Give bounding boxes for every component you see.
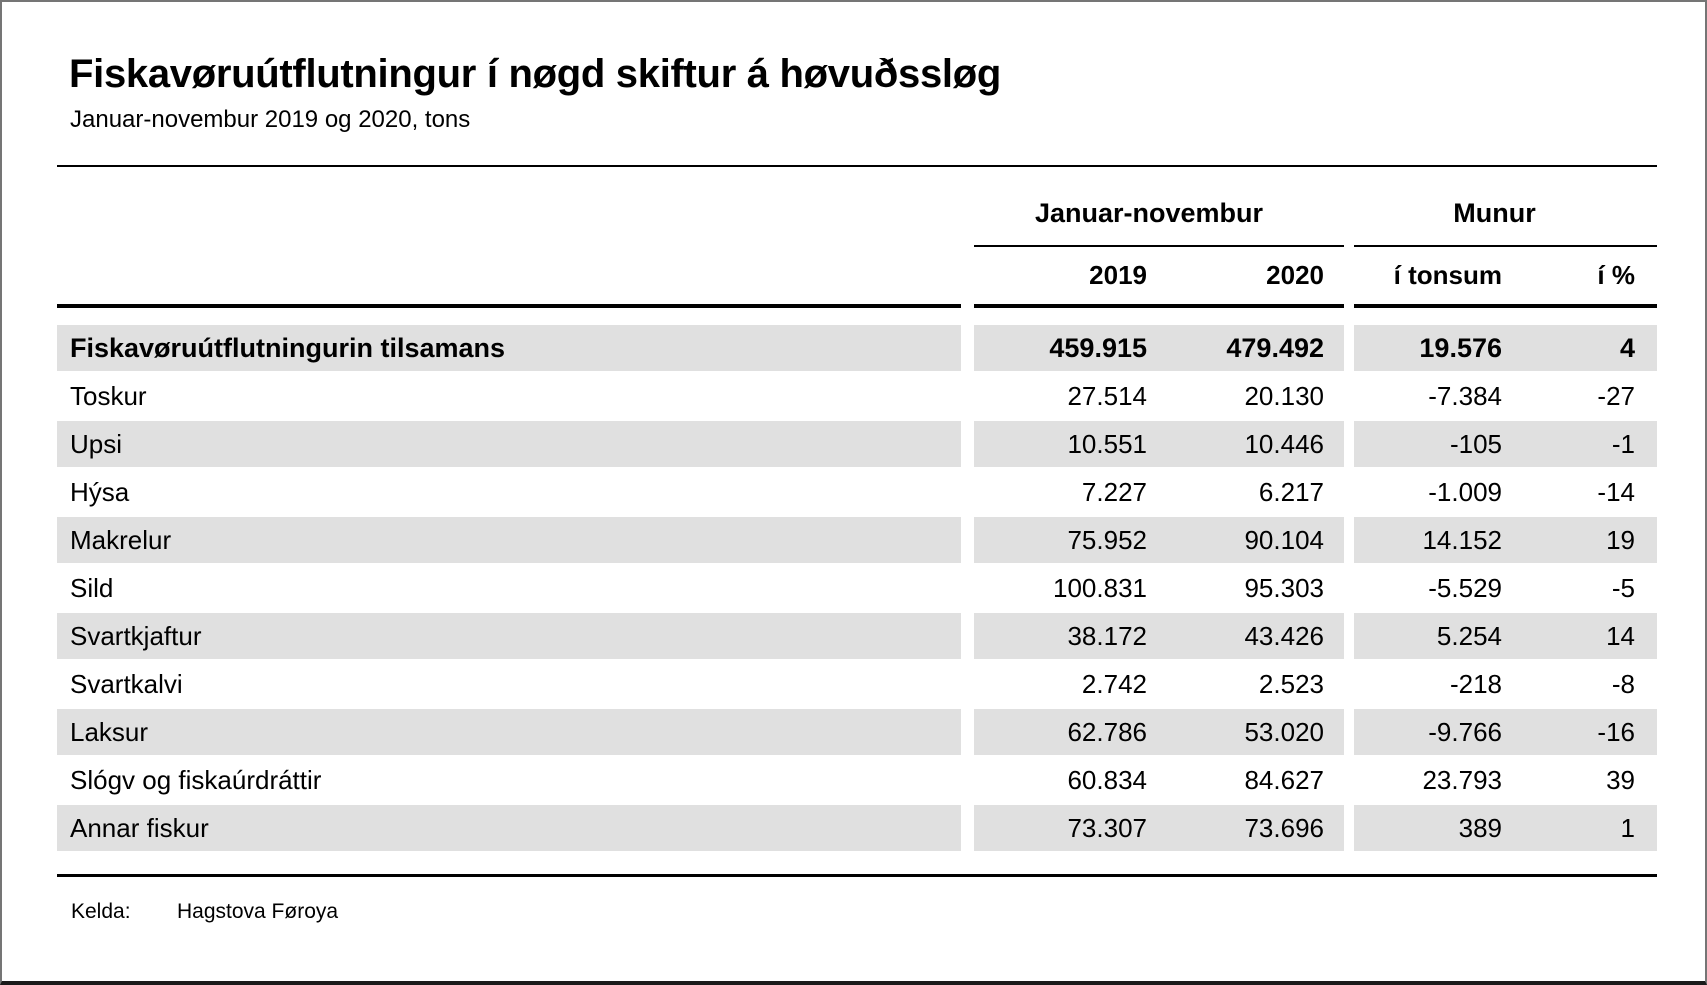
value-diff-tons: -5.529 xyxy=(1428,572,1502,603)
row-label: Makrelur xyxy=(57,517,961,563)
row-label: Hýsa xyxy=(70,476,130,507)
table-row: Hýsa 7.227 6.217 -1.009 -14 xyxy=(57,469,1657,515)
group-header-period: Januar-novembur xyxy=(974,167,1344,247)
value-2020: 10.446 xyxy=(1167,421,1344,467)
value-2020: 2.523 xyxy=(1258,668,1324,699)
row-label: Upsi xyxy=(57,421,961,467)
page-content: Fiskavøruútflutningur í nøgd skiftur á h… xyxy=(57,2,1657,981)
source-value: Hagstova Føroya xyxy=(177,900,339,923)
value-diff-pct: -27 xyxy=(1597,380,1635,411)
value-2019: 100.831 xyxy=(1053,572,1147,603)
value-2019: 60.834 xyxy=(1067,764,1147,795)
group-header-diff: Munur xyxy=(1354,167,1657,247)
value-diff-tons: 14.152 xyxy=(1354,517,1522,563)
page-title: Fiskavøruútflutningur í nøgd skiftur á h… xyxy=(69,52,1001,96)
row-label: Slógv og fiskaúrdráttir xyxy=(70,764,322,795)
rule-segment xyxy=(1354,304,1657,308)
value-diff-tons: 389 xyxy=(1354,805,1522,851)
row-label: Fiskavøruútflutningurin tilsamans xyxy=(57,325,961,371)
column-header-diff-pct: í % xyxy=(1597,260,1635,290)
top-rule xyxy=(57,165,1657,167)
value-2019: 62.786 xyxy=(974,709,1167,755)
page-subtitle: Januar-novembur 2019 og 2020, tons xyxy=(70,106,471,133)
value-2019: 75.952 xyxy=(974,517,1167,563)
table-row: Laksur 62.786 53.020 -9.766 -16 xyxy=(57,709,1657,755)
row-label: Toskur xyxy=(70,380,147,411)
column-header-2020: 2020 xyxy=(1266,260,1324,290)
table-row: Makrelur 75.952 90.104 14.152 19 xyxy=(57,517,1657,563)
table-row: Annar fiskur 73.307 73.696 389 1 xyxy=(57,805,1657,851)
column-header-row: 2019 2020 í tonsum í % xyxy=(57,247,1657,304)
value-diff-pct: -16 xyxy=(1522,709,1657,755)
value-diff-tons: -105 xyxy=(1354,421,1522,467)
table-row: Svartkjaftur 38.172 43.426 5.254 14 xyxy=(57,613,1657,659)
bottom-rule xyxy=(57,874,1657,877)
column-header-2019: 2019 xyxy=(1089,260,1147,290)
value-2020: 43.426 xyxy=(1167,613,1344,659)
rule-segment xyxy=(57,304,961,308)
source-label: Kelda: xyxy=(71,900,131,923)
column-header-diff-tons: í tonsum xyxy=(1393,260,1502,290)
value-2020: 73.696 xyxy=(1167,805,1344,851)
value-2019: 73.307 xyxy=(974,805,1167,851)
value-2019: 7.227 xyxy=(1081,476,1147,507)
value-2020: 84.627 xyxy=(1244,764,1324,795)
row-label: Laksur xyxy=(57,709,961,755)
value-2020: 53.020 xyxy=(1167,709,1344,755)
table-row: Slógv og fiskaúrdráttir 60.834 84.627 23… xyxy=(57,757,1657,803)
value-diff-tons: 23.793 xyxy=(1422,764,1502,795)
value-diff-pct: -8 xyxy=(1611,668,1635,699)
source-line: Kelda: Hagstova Føroya xyxy=(57,900,1657,930)
table-rule-thick xyxy=(57,304,1657,308)
value-diff-pct: 39 xyxy=(1606,764,1635,795)
value-2019: 38.172 xyxy=(974,613,1167,659)
value-diff-pct: -1 xyxy=(1522,421,1657,467)
value-2020: 6.217 xyxy=(1258,476,1324,507)
table-row: Upsi 10.551 10.446 -105 -1 xyxy=(57,421,1657,467)
table-row: Svartkalvi 2.742 2.523 -218 -8 xyxy=(57,661,1657,707)
value-diff-pct: 19 xyxy=(1522,517,1657,563)
value-2020: 95.303 xyxy=(1244,572,1324,603)
row-label: Svartkalvi xyxy=(70,668,183,699)
value-diff-pct: -14 xyxy=(1597,476,1635,507)
value-diff-tons: -1.009 xyxy=(1428,476,1502,507)
value-diff-tons: -7.384 xyxy=(1428,380,1502,411)
value-diff-pct: 4 xyxy=(1522,325,1657,371)
table-row-total: Fiskavøruútflutningurin tilsamans 459.91… xyxy=(57,325,1657,371)
rule-segment xyxy=(974,304,1344,308)
value-2019: 459.915 xyxy=(974,325,1167,371)
group-header-row: Januar-novembur Munur xyxy=(57,167,1657,247)
value-diff-pct: -5 xyxy=(1611,572,1635,603)
table-body: Fiskavøruútflutningurin tilsamans 459.91… xyxy=(57,325,1657,853)
value-diff-tons: -218 xyxy=(1449,668,1502,699)
value-diff-pct: 1 xyxy=(1522,805,1657,851)
value-2020: 90.104 xyxy=(1167,517,1344,563)
row-label: Svartkjaftur xyxy=(57,613,961,659)
table-row: Toskur 27.514 20.130 -7.384 -27 xyxy=(57,373,1657,419)
value-diff-tons: 5.254 xyxy=(1354,613,1522,659)
row-label: Annar fiskur xyxy=(57,805,961,851)
table-row: Sild 100.831 95.303 -5.529 -5 xyxy=(57,565,1657,611)
value-diff-pct: 14 xyxy=(1522,613,1657,659)
value-2020: 20.130 xyxy=(1244,380,1324,411)
value-2019: 27.514 xyxy=(1067,380,1147,411)
value-2019: 10.551 xyxy=(974,421,1167,467)
value-2020: 479.492 xyxy=(1167,325,1344,371)
value-diff-tons: 19.576 xyxy=(1354,325,1522,371)
row-label: Sild xyxy=(70,572,114,603)
value-diff-tons: -9.766 xyxy=(1354,709,1522,755)
value-2019: 2.742 xyxy=(1081,668,1147,699)
